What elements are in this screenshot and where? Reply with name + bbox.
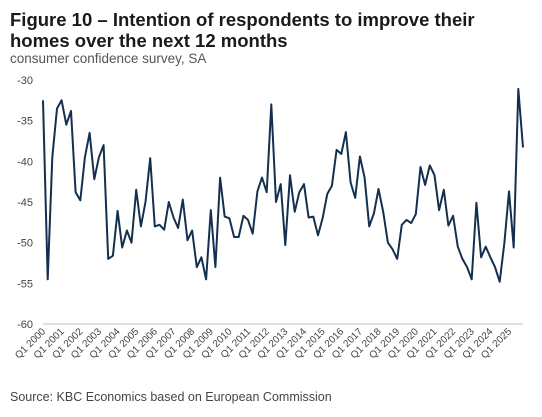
source-note: Source: KBC Economics based on European … [10,390,332,404]
chart-subtitle: consumer confidence survey, SA [10,51,207,66]
y-tick-label: -55 [17,278,33,290]
y-tick-label: -50 [17,238,33,250]
y-tick-label: -45 [17,197,33,209]
series-line [42,87,524,283]
chart-title: Figure 10 – Intention of respondents to … [10,9,475,51]
y-tick-label: -30 [17,75,33,87]
y-axis: -30 -35 -40 -45 -50 -55 -60 [17,75,33,331]
y-tick-label: -35 [17,116,33,128]
y-tick-label: -60 [17,319,33,331]
y-tick-label: -40 [17,156,33,168]
